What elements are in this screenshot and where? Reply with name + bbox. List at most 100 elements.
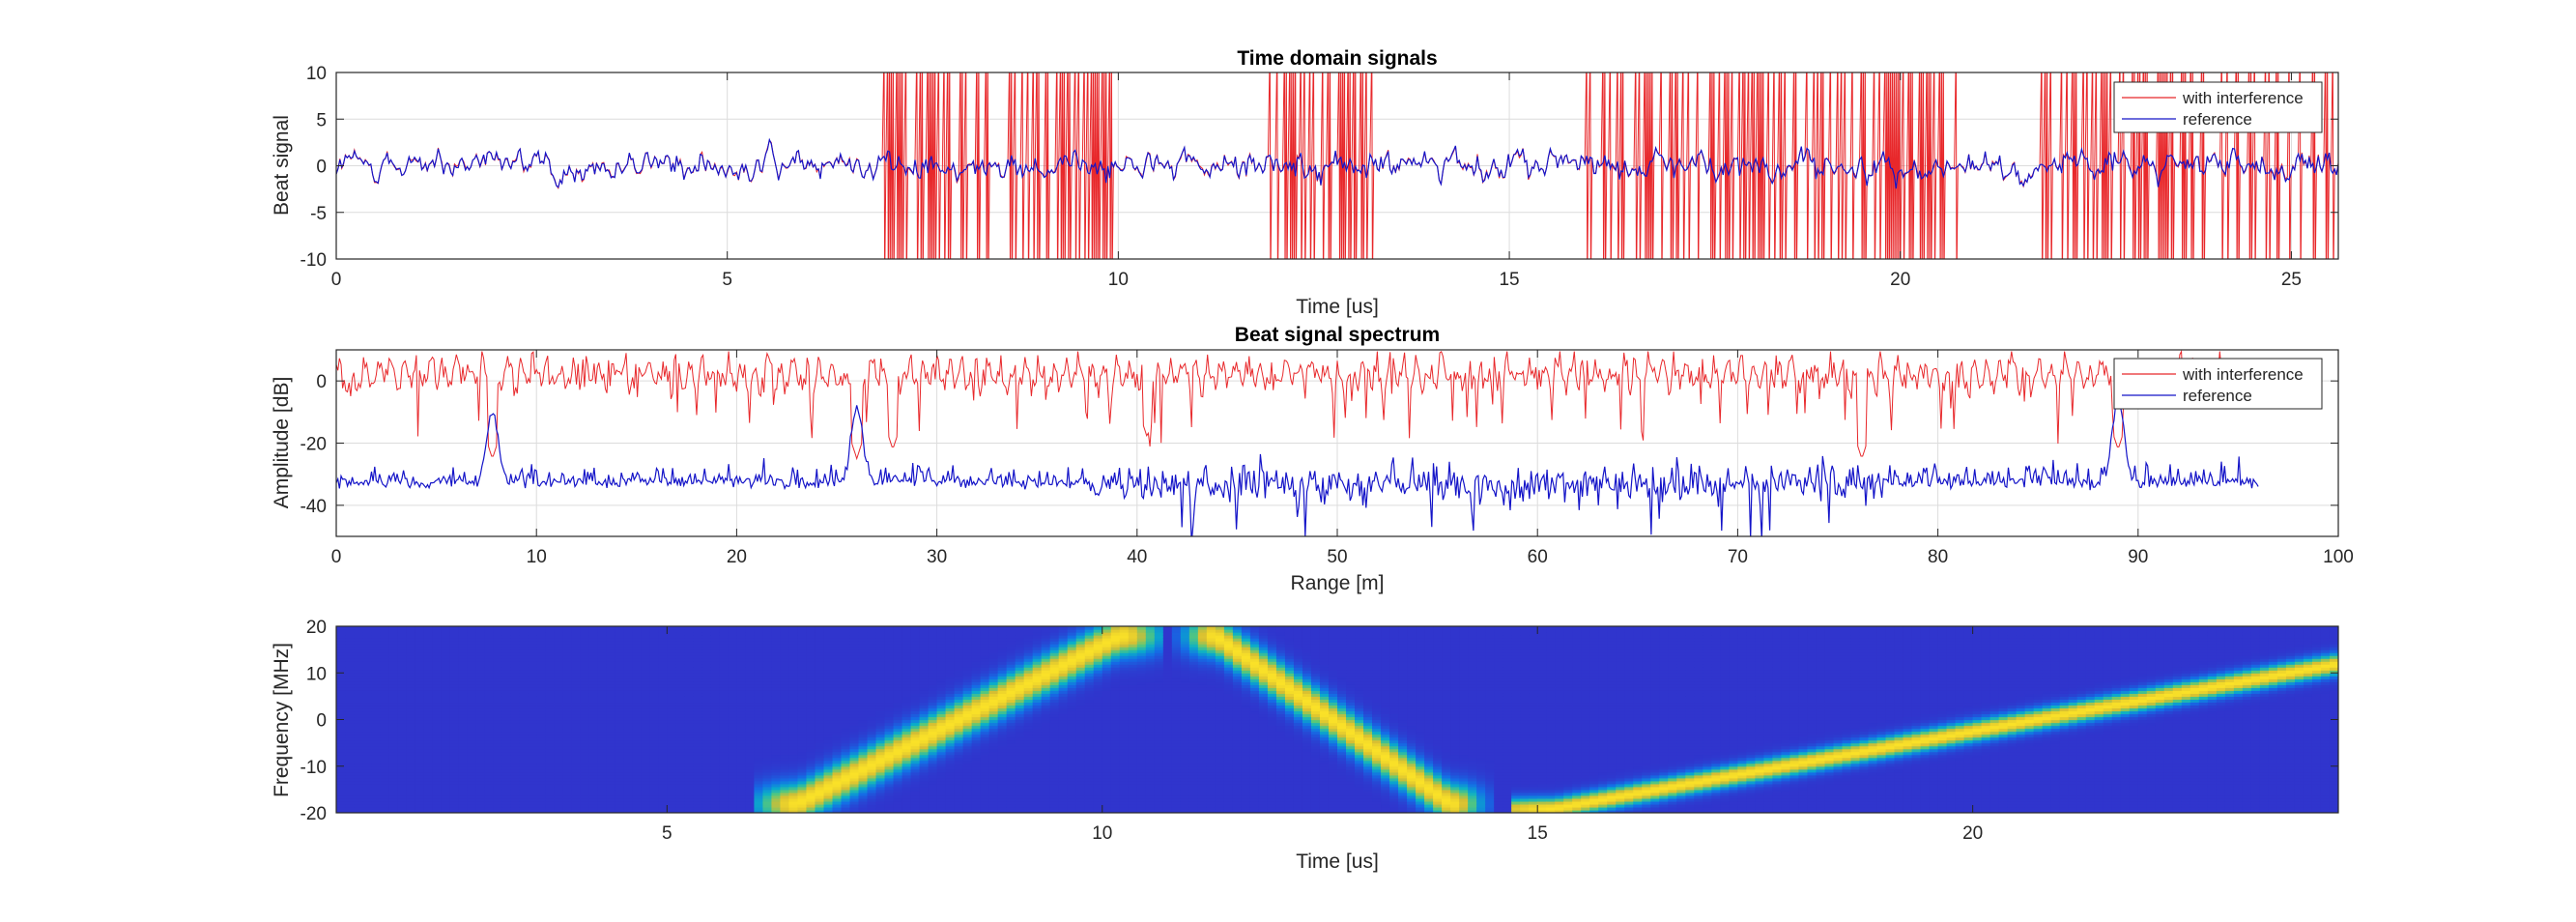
spectrogram-cell — [701, 768, 711, 773]
spectrogram-cell — [649, 742, 659, 747]
spectrogram-cell — [667, 763, 676, 767]
spectrogram-cell — [571, 728, 581, 733]
spectrogram-cell — [588, 673, 598, 677]
spectrogram-cell — [980, 658, 990, 662]
spectrogram-cell — [736, 754, 747, 759]
spectrogram-cell — [458, 658, 468, 662]
spectrogram-cell — [554, 667, 563, 671]
spectrogram-cell — [884, 676, 895, 679]
spectrogram-cell — [649, 777, 659, 782]
spectrogram-cell — [788, 644, 799, 648]
spectrogram-cell — [415, 690, 424, 694]
spectrogram-cell — [893, 800, 903, 805]
spectrogram-cell — [684, 684, 694, 688]
spectrogram-cell — [458, 684, 468, 688]
spectrogram-cell — [797, 635, 808, 639]
spectrogram-cell — [354, 710, 363, 715]
spectrogram-cell — [675, 710, 685, 715]
spectrogram-cell — [397, 794, 407, 799]
spectrogram-cell — [719, 661, 729, 665]
spectrogram-cell — [710, 777, 720, 782]
spectrogram-cell — [632, 719, 642, 724]
spectrogram-cell — [615, 803, 624, 808]
spectrogram-cell — [919, 702, 930, 706]
spectrogram-cell — [815, 768, 825, 773]
spectrogram-cell — [354, 789, 363, 793]
spectrogram-cell — [875, 797, 886, 802]
spectrogram-cell — [519, 705, 529, 709]
spectrogram-cell — [362, 655, 372, 659]
spectrogram-cell — [588, 757, 598, 762]
spectrogram-cell — [954, 693, 964, 697]
spectrogram-cell — [849, 809, 860, 813]
spectrogram-cell — [902, 676, 912, 679]
spectrogram-cell — [893, 760, 903, 764]
spectrogram-cell — [441, 754, 450, 759]
spectrogram-cell — [528, 774, 537, 779]
spectrogram-cell — [884, 736, 895, 741]
spectrogram-cell — [675, 638, 685, 642]
spectrogram-cell — [571, 725, 581, 730]
spectrogram-cell — [623, 751, 633, 756]
spectrogram-cell — [815, 725, 825, 730]
spectrogram-cell — [745, 658, 756, 662]
spectrogram-cell — [806, 690, 816, 694]
spectrogram-cell — [945, 771, 956, 776]
spectrogram-cell — [649, 794, 659, 799]
spectrogram-cell — [815, 681, 825, 685]
spectrogram-cell — [701, 794, 711, 799]
spectrogram-cell — [815, 780, 825, 785]
spectrogram-cell — [362, 731, 372, 735]
spectrogram-cell — [893, 676, 903, 679]
spectrogram-cell — [754, 658, 764, 662]
spectrogram-cell — [580, 722, 589, 727]
spectrogram-cell — [597, 722, 607, 727]
spectrogram-cell — [562, 676, 572, 679]
spectrogram-cell — [745, 754, 756, 759]
spectrogram-cell — [962, 652, 973, 656]
spectrogram-cell — [902, 635, 912, 639]
spectrogram-cell — [980, 780, 990, 785]
spectrogram-cell — [336, 638, 346, 642]
spectrogram-cell — [771, 716, 782, 721]
spectrogram-cell — [936, 644, 947, 648]
spectrogram-cell — [962, 705, 973, 709]
spectrogram-cell — [762, 664, 773, 668]
spectrogram-cell — [580, 797, 589, 802]
spectrogram-cell — [693, 661, 702, 665]
spectrogram-cell — [823, 664, 834, 668]
spectrogram-cell — [728, 655, 737, 659]
spectrogram-cell — [928, 789, 938, 793]
spectrogram-cell — [945, 644, 956, 648]
spectrogram-cell — [728, 728, 737, 733]
spectrogram-cell — [528, 629, 537, 633]
spectrogram-cell — [623, 742, 633, 747]
spectrogram-cell — [719, 696, 729, 700]
spectrogram-cell — [815, 763, 825, 767]
spectrogram-cell — [988, 664, 999, 668]
spectrogram-cell — [449, 739, 459, 744]
spectrogram-cell — [580, 710, 589, 715]
spectrogram-cell — [415, 647, 424, 650]
spectrogram-cell — [832, 676, 843, 679]
spectrogram-cell — [423, 670, 433, 674]
spectrogram-cell — [597, 655, 607, 659]
spectrogram-cell — [571, 658, 581, 662]
spectrogram-cell — [432, 803, 442, 808]
spectrogram-cell — [545, 731, 555, 735]
spectrogram-cell — [893, 751, 903, 756]
spectrogram-cell — [841, 673, 851, 677]
spectrogram-cell — [928, 777, 938, 782]
spectrogram-cell — [536, 731, 546, 735]
spectrogram-cell — [954, 806, 964, 811]
spectrogram-cell — [867, 786, 877, 791]
spectrogram-cell — [736, 777, 747, 782]
spectrogram-cell — [641, 707, 650, 712]
spectrogram-cell — [571, 789, 581, 793]
spectrogram-cell — [510, 792, 520, 796]
spectrogram-cell — [902, 783, 912, 788]
spectrogram-cell — [875, 658, 886, 662]
spectrogram-cell — [867, 707, 877, 712]
spectrogram-cell — [406, 638, 415, 642]
spectrogram-cell — [658, 757, 668, 762]
